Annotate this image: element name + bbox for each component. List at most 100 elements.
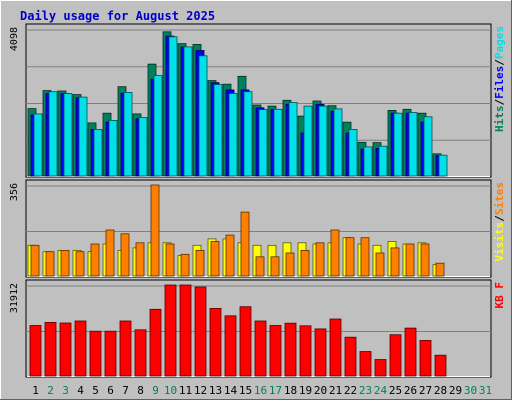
bar-pages-day-28 [438,154,448,177]
bar-sites-day-4 [75,251,85,277]
x-tick-label-day-26: 26 [404,384,417,397]
bar-kb-f-day-11 [179,284,192,377]
x-tick-label-day-1: 1 [32,384,39,397]
x-tick-label-day-4: 4 [77,384,84,397]
x-tick-label-day-18: 18 [284,384,297,397]
bar-kb-f-day-18 [284,322,297,377]
x-tick-label-day-2: 2 [47,384,54,397]
x-tick-label-day-8: 8 [137,384,144,397]
bar-sites-day-27 [420,243,430,277]
x-tick-label-day-21: 21 [329,384,342,397]
bar-sites-day-1 [30,244,40,277]
bar-sites-day-15 [240,211,250,277]
x-tick-label-day-22: 22 [344,384,357,397]
x-tick-label-day-27: 27 [419,384,432,397]
x-tick-label-day-12: 12 [194,384,207,397]
plot-panels: 4098Hits/Files/Pages356Visits/Sites31912… [9,23,506,378]
bar-sites-day-13 [210,241,220,277]
x-tick-label-day-16: 16 [254,384,267,397]
bar-sites-day-22 [345,237,355,277]
bar-kb-f-day-9 [149,308,162,377]
x-tick-label-day-30: 30 [464,384,477,397]
x-tick-label-day-6: 6 [107,384,114,397]
x-tick-label-day-19: 19 [299,384,312,397]
bar-sites-day-19 [300,249,310,277]
bar-kb-f-day-23 [359,351,372,377]
bar-sites-day-18 [285,252,295,277]
bar-pages-day-15 [243,91,253,177]
x-tick-label-day-23: 23 [359,384,372,397]
bar-pages-day-7 [123,92,133,177]
bar-sites-day-6 [105,229,115,277]
x-tick-label-day-17: 17 [269,384,282,397]
bar-pages-day-4 [78,96,88,177]
bar-kb-f-day-12 [194,286,207,377]
bar-kb-f-day-17 [269,325,282,377]
bar-kb-f-day-20 [314,328,327,377]
bar-pages-day-5 [93,128,103,177]
bar-kb-f-day-13 [209,307,222,377]
bar-sites-day-10 [165,243,175,277]
x-tick-label-day-7: 7 [122,384,129,397]
bar-sites-day-20 [315,242,325,277]
bar-pages-day-20 [318,105,328,177]
bar-kb-f-day-3 [59,322,72,377]
bar-sites-day-21 [330,229,340,277]
bar-kb-f-day-24 [374,359,387,377]
bar-kb-f-day-14 [224,315,237,377]
bar-pages-day-22 [348,128,358,177]
bar-pages-day-14 [228,93,238,177]
bar-pages-day-21 [333,108,343,177]
bar-kb-f-day-10 [164,284,177,377]
bar-kb-f-day-4 [74,320,87,377]
bar-pages-day-6 [108,120,118,177]
x-tick-label-day-24: 24 [374,384,388,397]
x-tick-label-day-5: 5 [92,384,99,397]
legend-item-visits: Visits [493,222,506,262]
bar-kb-f-day-22 [344,336,357,377]
x-tick-label-day-29: 29 [449,384,462,397]
legend-item-pages: Pages [493,26,506,59]
bar-pages-day-9 [153,75,163,177]
bar-sites-day-9 [150,184,160,277]
x-tick-label-day-25: 25 [389,384,402,397]
legend: Hits/Files/Pages [493,26,506,132]
bar-sites-day-28 [435,262,445,277]
bar-kb-f-day-16 [254,320,267,377]
bar-pages-day-13 [213,84,223,177]
bar-pages-day-24 [378,145,388,177]
bar-pages-day-12 [198,55,208,177]
bar-pages-day-26 [408,112,418,177]
x-tick-label-day-14: 14 [224,384,238,397]
bar-kb-f-day-15 [239,306,252,377]
bar-pages-day-10 [168,36,178,177]
bar-kb-f-day-28 [434,354,447,377]
bar-kb-f-day-7 [119,320,132,377]
bar-kb-f-day-2 [44,321,57,377]
y-max-label: 4098 [9,27,20,51]
bar-pages-day-11 [183,46,193,177]
bar-sites-day-5 [90,243,100,277]
bar-pages-day-8 [138,117,148,177]
bar-pages-day-17 [273,108,283,177]
legend-separator: / [493,99,506,106]
bar-kb-f-day-6 [104,330,117,377]
x-tick-label-day-20: 20 [314,384,327,397]
x-tick-label-day-11: 11 [179,384,192,397]
bar-pages-day-18 [288,102,298,177]
bar-pages-day-27 [423,116,433,177]
bar-kb-f-day-19 [299,325,312,377]
chart-panel-2: 356 Visits/Sites [9,179,506,278]
bar-kb-f-day-5 [89,330,102,377]
bar-pages-day-3 [63,93,73,177]
bar-sites-day-8 [135,242,145,277]
bar-kb-f-day-25 [389,334,402,377]
bar-kb-f-day-1 [29,325,42,377]
x-tick-label-day-28: 28 [434,384,447,397]
x-tick-label-day-3: 3 [62,384,69,397]
bar-pages-day-1 [33,113,43,177]
chart-title: Daily usage for August 2025 [20,9,215,23]
bar-kb-f-day-8 [134,329,147,377]
